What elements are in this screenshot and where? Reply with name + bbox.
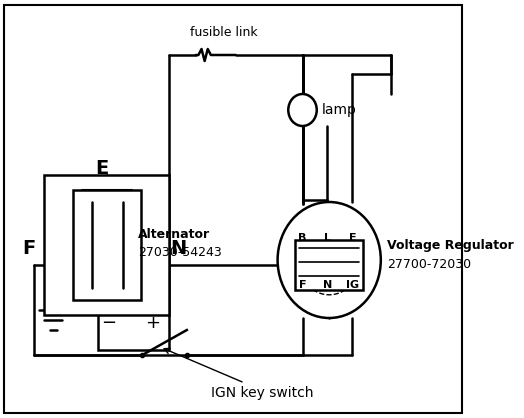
- Text: 27030-54243: 27030-54243: [138, 245, 222, 258]
- Text: +: +: [146, 314, 160, 332]
- Text: L: L: [324, 233, 331, 243]
- Text: E: E: [96, 158, 109, 178]
- Text: N: N: [323, 280, 332, 290]
- Text: F: F: [299, 280, 306, 290]
- Text: B: B: [298, 233, 307, 243]
- Text: IGN key switch: IGN key switch: [211, 386, 314, 400]
- Text: E: E: [348, 233, 356, 243]
- Text: Voltage Regulator: Voltage Regulator: [387, 239, 514, 252]
- Circle shape: [288, 94, 316, 126]
- Text: −: −: [101, 314, 116, 332]
- Bar: [73, 190, 140, 300]
- Text: F: F: [22, 239, 35, 257]
- Bar: [296, 240, 363, 290]
- Text: fusible link: fusible link: [190, 25, 258, 38]
- Bar: [45, 175, 169, 315]
- Circle shape: [278, 202, 381, 318]
- Bar: [98, 290, 169, 350]
- Text: IG: IG: [346, 280, 359, 290]
- Text: Alternator: Alternator: [138, 229, 210, 242]
- Text: N: N: [170, 239, 186, 257]
- Text: 27700-72030: 27700-72030: [387, 258, 471, 272]
- Text: lamp: lamp: [322, 103, 357, 117]
